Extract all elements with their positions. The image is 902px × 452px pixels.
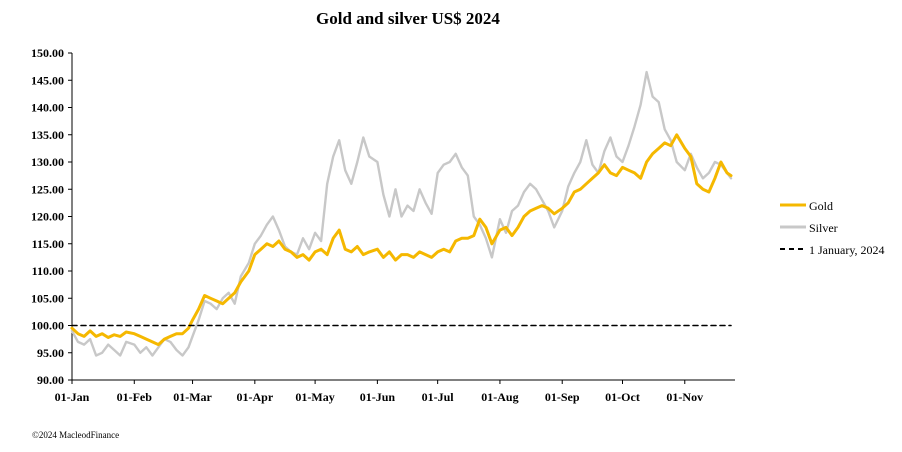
- x-tick-label: 01-Feb: [117, 390, 153, 404]
- x-tick-label: 01-Oct: [605, 390, 640, 404]
- y-tick-label: 105.00: [31, 291, 64, 305]
- y-tick-label: 135.00: [31, 128, 64, 142]
- x-tick-label: 01-Nov: [666, 390, 703, 404]
- x-tick-label: 01-Jun: [360, 390, 396, 404]
- x-tick-label: 01-Apr: [236, 390, 273, 404]
- series-line-gold: [70, 133, 733, 347]
- y-tick-label: 120.00: [31, 210, 64, 224]
- credit-text: ©2024 MacleodFinance: [32, 430, 119, 440]
- y-tick-label: 90.00: [37, 373, 64, 387]
- plot-area: 90.00 95.00 100.00 105.00 110.00 115.00 120.00…: [31, 46, 735, 404]
- y-tick-label: 130.00: [31, 155, 64, 169]
- legend-label-gold: Gold: [809, 199, 833, 213]
- legend-label-baseline: 1 January, 2024: [809, 243, 885, 257]
- x-tick-label: 01-Jul: [422, 390, 455, 404]
- y-tick-label: 95.00: [37, 346, 64, 360]
- legend: Gold Silver 1 January, 2024: [780, 199, 885, 257]
- y-tick-label: 125.00: [31, 182, 64, 196]
- chart-title: Gold and silver US$ 2024: [316, 9, 500, 28]
- x-tick-label: 01-Jan: [55, 390, 90, 404]
- y-tick-label: 150.00: [31, 46, 64, 60]
- y-tick-label: 115.00: [32, 237, 64, 251]
- x-tick-label: 01-Aug: [481, 390, 518, 404]
- y-tick-label: 145.00: [31, 73, 64, 87]
- legend-label-silver: Silver: [809, 221, 838, 235]
- y-tick-label: 140.00: [31, 101, 64, 115]
- x-tick-label: 01-Mar: [173, 390, 212, 404]
- y-tick-label: 100.00: [31, 319, 64, 333]
- series-line-silver: [70, 70, 733, 357]
- x-tick-label: 01-May: [295, 390, 334, 404]
- y-tick-label: 110.00: [32, 264, 64, 278]
- x-tick-label: 01-Sep: [545, 390, 580, 404]
